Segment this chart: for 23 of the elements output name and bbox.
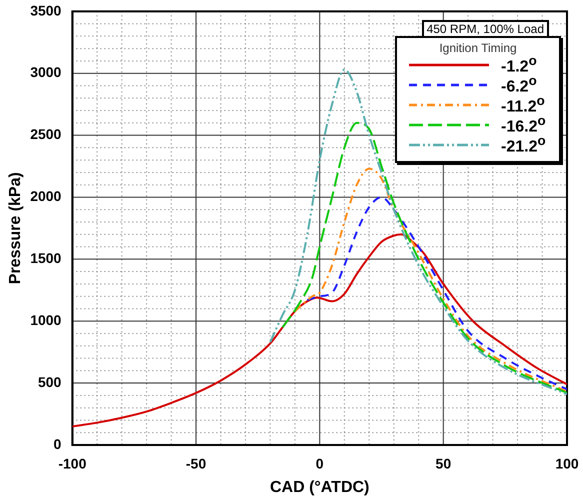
line-series [294, 168, 567, 393]
y-tick-label: 500 [38, 374, 62, 390]
legend-label: -16.2$^{o}$ [501, 113, 546, 136]
y-axis-title: Pressure (kPa) [7, 172, 24, 284]
legend-label: -11.2$^{o}$ [501, 93, 545, 116]
x-axis-title: CAD (°ATDC) [270, 478, 370, 496]
y-tick-label: 2500 [30, 126, 62, 142]
x-tick-label: -50 [186, 455, 206, 472]
line-series [306, 196, 567, 390]
y-tick-label: 0 [54, 436, 62, 452]
x-tick-label: -100 [58, 455, 87, 472]
legend-label: -21.2$^{o}$ [501, 133, 546, 156]
legend-title: Ignition Timing [438, 41, 518, 55]
y-tick-label: 3000 [30, 64, 62, 80]
annotation: 450 RPM, 100% Load [422, 20, 549, 38]
x-tick-label: 100 [555, 455, 579, 472]
x-tick-label: 0 [316, 455, 324, 472]
y-tick-label: 1000 [30, 312, 62, 328]
y-tick-label: 2000 [30, 188, 62, 204]
y-tick-label: 3500 [30, 2, 62, 18]
x-tick-label: 50 [436, 455, 452, 472]
y-tick-label: 1500 [30, 250, 62, 266]
line-series [72, 233, 567, 428]
